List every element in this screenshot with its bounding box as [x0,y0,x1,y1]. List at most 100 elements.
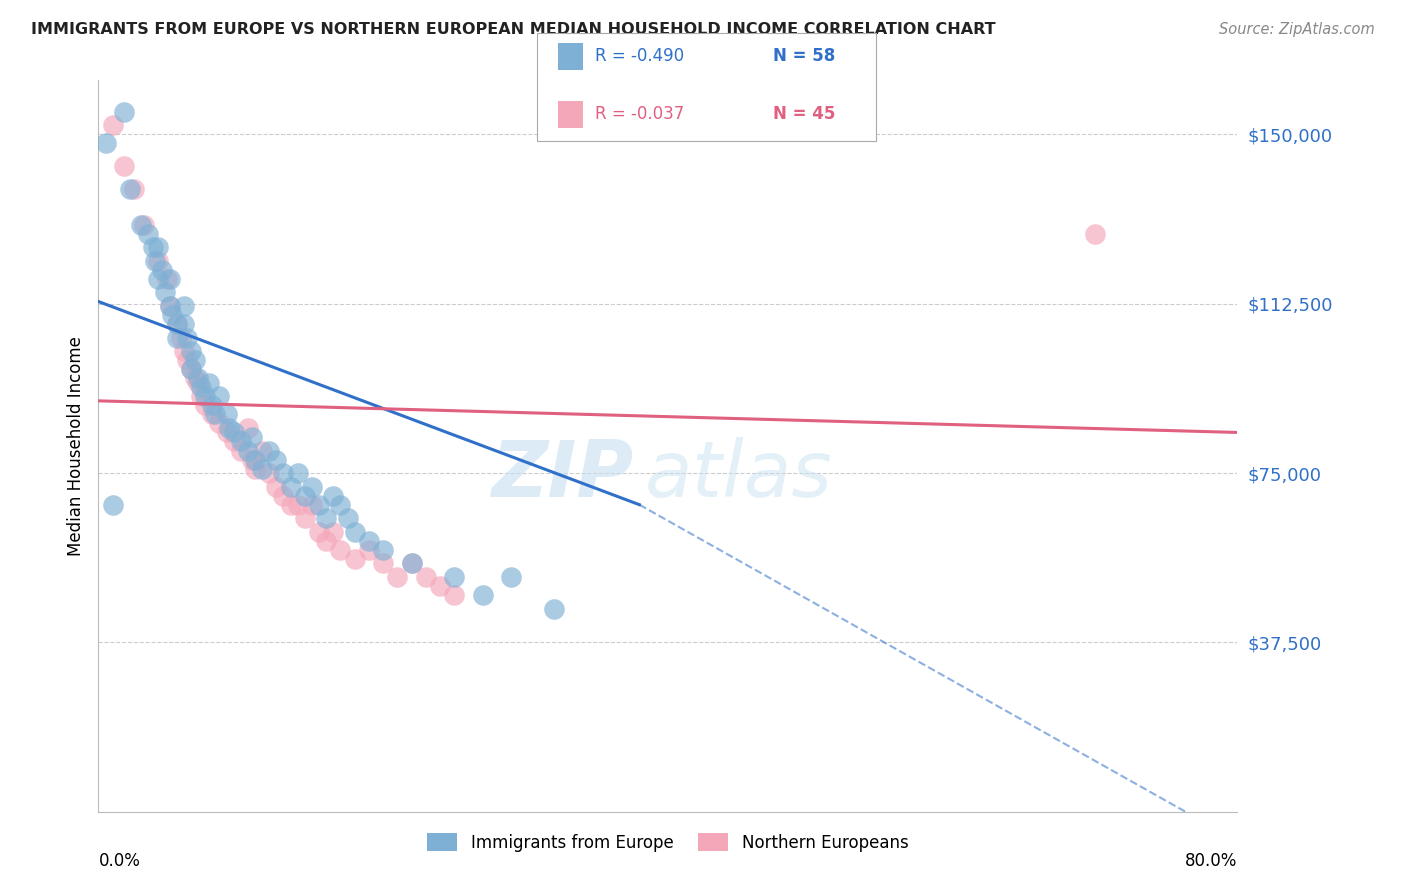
Point [501,570,523,584]
Point [429,579,451,593]
Point [136,227,159,241]
Point [443,570,465,584]
Point [201,408,224,422]
Point [357,542,380,557]
Point [132,218,155,232]
Point [194,389,217,403]
Point [141,240,163,254]
Point [101,498,124,512]
Point [401,557,423,571]
Point [112,159,135,173]
Point [387,570,409,584]
Point [343,524,366,539]
Point [148,253,170,268]
Point [159,299,181,313]
Point [166,317,188,331]
Point [190,380,212,394]
Text: atlas: atlas [645,437,832,513]
Text: N = 45: N = 45 [773,105,835,123]
Point [201,398,224,412]
Point [204,408,226,422]
Point [373,557,395,571]
Point [94,136,117,151]
Point [357,533,380,548]
Point [173,317,195,331]
Point [301,480,323,494]
Text: R = -0.037: R = -0.037 [595,105,683,123]
Point [280,498,302,512]
Point [180,362,202,376]
Point [112,104,135,119]
Point [250,443,273,458]
Text: ZIP: ZIP [492,437,634,513]
Point [194,398,217,412]
Point [145,253,167,268]
Point [215,425,238,440]
Point [180,362,202,376]
Point [208,389,231,403]
Legend: Immigrants from Europe, Northern Europeans: Immigrants from Europe, Northern Europea… [420,826,915,858]
Point [156,272,179,286]
Text: IMMIGRANTS FROM EUROPE VS NORTHERN EUROPEAN MEDIAN HOUSEHOLD INCOME CORRELATION : IMMIGRANTS FROM EUROPE VS NORTHERN EUROP… [31,22,995,37]
Point [148,240,170,254]
Point [152,263,174,277]
Point [266,480,288,494]
Point [294,511,316,525]
Point [187,376,209,390]
Point [287,498,309,512]
Point [1084,227,1107,241]
Point [322,524,344,539]
Point [315,511,337,525]
Point [443,588,465,602]
Point [159,299,181,313]
Point [184,353,207,368]
Point [101,119,124,133]
Point [322,489,344,503]
Point [471,588,494,602]
Point [287,466,309,480]
Point [222,425,245,440]
Point [240,430,263,444]
Point [190,389,212,403]
Point [259,466,281,480]
Point [198,376,221,390]
Point [222,434,245,449]
Point [543,601,565,615]
Point [259,443,281,458]
Point [218,421,240,435]
Text: N = 58: N = 58 [773,47,835,65]
Point [240,452,263,467]
Point [208,417,231,431]
Point [162,308,184,322]
Point [373,542,395,557]
Point [155,285,177,300]
Point [273,489,295,503]
Y-axis label: Median Household Income: Median Household Income [66,336,84,556]
Point [173,299,195,313]
Point [250,461,273,475]
Text: 80.0%: 80.0% [1185,852,1237,870]
Point [176,331,198,345]
Point [229,443,252,458]
Point [187,371,209,385]
Point [243,452,266,467]
Point [166,331,188,345]
Point [280,480,302,494]
Point [343,552,366,566]
Point [401,557,423,571]
Point [315,533,337,548]
Point [129,218,152,232]
Point [215,408,238,422]
Point [159,272,181,286]
Point [173,344,195,359]
Point [294,489,316,503]
Text: R = -0.490: R = -0.490 [595,47,683,65]
Text: 0.0%: 0.0% [98,852,141,870]
Point [329,542,352,557]
Point [170,331,193,345]
Point [229,434,252,449]
Text: Source: ZipAtlas.com: Source: ZipAtlas.com [1219,22,1375,37]
Point [166,317,188,331]
Point [336,511,359,525]
Point [236,443,259,458]
